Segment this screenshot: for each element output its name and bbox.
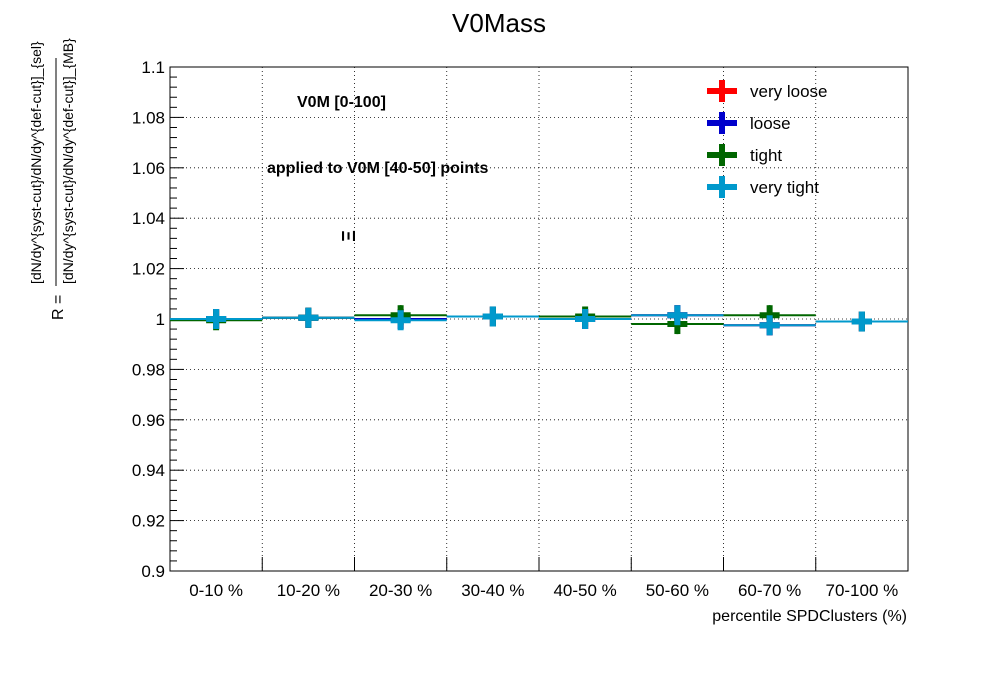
x-tick-label: 70-100 % (825, 581, 898, 600)
legend-label: very loose (750, 82, 827, 101)
annotation-applied: applied to V0M [40-50] points (267, 160, 488, 177)
data-series (170, 305, 908, 336)
y-tick-label: 0.9 (141, 562, 165, 581)
annotation-centrality: V0M [0-100] (297, 94, 386, 111)
x-tick-label: 0-10 % (189, 581, 243, 600)
series-very-tight (170, 305, 908, 336)
y-axis-label-denominator: [dN/dy^{syst-cut}/dN/dy^{def-cut}]_{MB} (60, 38, 76, 284)
x-ticks: 0-10 % 10-20 % 20-30 % 30-40 % 40-50 % 50-60 … (189, 557, 898, 600)
x-tick-label: 10-20 % (277, 581, 340, 600)
legend: very loose loose tight very tight (707, 80, 827, 198)
y-tick-label: 0.96 (132, 411, 165, 430)
legend-entry-very-tight: very tight (707, 176, 819, 198)
legend-label: tight (750, 146, 782, 165)
legend-entry-loose: loose (707, 112, 791, 134)
x-axis-label: percentile SPDClusters (%) (712, 608, 907, 625)
particle-symbol: Ξ (339, 230, 359, 242)
y-axis-label-numerator: [dN/dy^{syst-cut}/dN/dy^{def-cut}]_{sel} (28, 41, 44, 284)
y-tick-label: 1 (156, 310, 165, 329)
y-tick-label: 0.98 (132, 360, 165, 379)
x-tick-label: 30-40 % (461, 581, 524, 600)
x-tick-label: 20-30 % (369, 581, 432, 600)
y-tick-label: 1.1 (141, 58, 165, 77)
y-tick-label: 1.04 (132, 209, 165, 228)
x-tick-label: 40-50 % (553, 581, 616, 600)
legend-entry-very-loose: very loose (707, 80, 827, 102)
y-ticks: 0.9 0.92 0.94 0.96 0.98 1 1.02 1.04 1.06 1.08 1.1 (132, 58, 184, 581)
y-tick-label: 0.94 (132, 461, 165, 480)
y-tick-label: 0.92 (132, 512, 165, 531)
x-tick-label: 60-70 % (738, 581, 801, 600)
y-axis-label-prefix: R = (50, 295, 67, 320)
y-tick-label: 1.08 (132, 108, 165, 127)
y-axis-label: R = [dN/dy^{syst-cut}/dN/dy^{def-cut}]_{… (28, 38, 76, 320)
y-tick-label: 1.06 (132, 159, 165, 178)
legend-entry-tight: tight (707, 144, 782, 166)
y-tick-label: 1.02 (132, 260, 165, 279)
x-tick-label: 50-60 % (646, 581, 709, 600)
chart-title: V0Mass (452, 8, 546, 38)
legend-label: very tight (750, 178, 819, 197)
legend-label: loose (750, 114, 791, 133)
